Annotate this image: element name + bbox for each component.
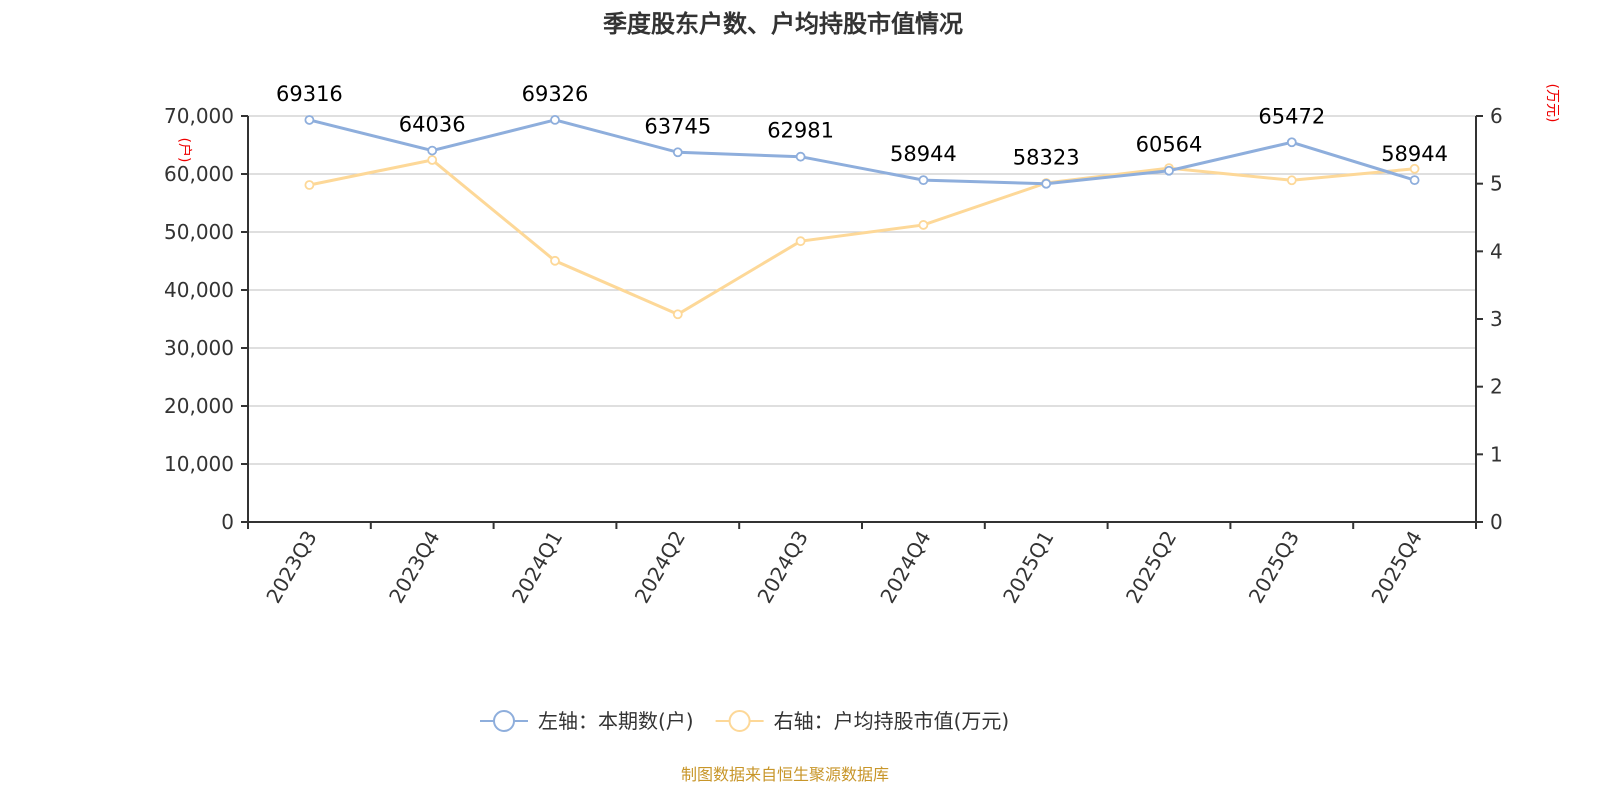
left-tick-label: 30,000 bbox=[164, 336, 234, 360]
data-point bbox=[1041, 178, 1052, 189]
series: 69316 64036 69326 63745 62981 58944 58323 60564… bbox=[276, 82, 1448, 320]
right-tick-label: 6 bbox=[1490, 104, 1503, 128]
legend-item[interactable]: 左轴：本期数(户) bbox=[480, 709, 694, 733]
data-label: 58944 bbox=[1381, 142, 1448, 166]
data-label: 65472 bbox=[1258, 104, 1325, 128]
x-tick-label: 2025Q1 bbox=[998, 527, 1058, 608]
right-tick-label: 1 bbox=[1490, 442, 1503, 466]
data-point bbox=[550, 255, 560, 266]
left-axis-unit: (户) bbox=[176, 138, 193, 163]
data-point bbox=[550, 115, 560, 125]
data-point bbox=[1286, 137, 1297, 148]
data-point bbox=[1286, 175, 1297, 186]
right-tick-label: 0 bbox=[1490, 510, 1503, 534]
right-tick-label: 4 bbox=[1490, 239, 1503, 263]
data-point bbox=[1164, 165, 1174, 176]
left-tick-label: 10,000 bbox=[164, 452, 234, 476]
data-label: 60564 bbox=[1136, 133, 1203, 157]
right-tick-label: 2 bbox=[1490, 375, 1503, 399]
series-line bbox=[309, 118, 1416, 186]
data-label: 69316 bbox=[276, 82, 343, 106]
data-point bbox=[795, 236, 806, 247]
x-tick-label: 2025Q4 bbox=[1366, 527, 1426, 608]
data-point bbox=[304, 115, 315, 125]
data-point bbox=[427, 155, 438, 165]
x-tick-label: 2025Q3 bbox=[1244, 527, 1304, 608]
x-tick-label: 2024Q4 bbox=[875, 527, 935, 608]
right-axis-unit: (万元) bbox=[1544, 84, 1560, 123]
left-tick-label: 50,000 bbox=[164, 220, 234, 244]
data-point bbox=[304, 180, 315, 190]
data-label: 62981 bbox=[767, 119, 834, 143]
right-tick-label: 5 bbox=[1490, 172, 1503, 196]
legend-label: 左轴：本期数(户) bbox=[538, 709, 694, 733]
data-point bbox=[918, 220, 929, 230]
legend-circle-icon bbox=[493, 710, 515, 732]
data-label: 58944 bbox=[890, 142, 957, 166]
x-tick-label: 2024Q1 bbox=[507, 527, 567, 608]
left-tick-label: 70,000 bbox=[164, 104, 234, 128]
data-point bbox=[1409, 163, 1420, 174]
data-point bbox=[795, 151, 806, 162]
x-tick-label: 2024Q3 bbox=[752, 527, 812, 608]
source-note: 制图数据来自恒生聚源数据库 bbox=[681, 765, 889, 784]
data-point bbox=[427, 145, 438, 156]
data-label: 63745 bbox=[644, 114, 711, 138]
series-line bbox=[309, 158, 1415, 316]
data-point bbox=[672, 147, 683, 158]
left-tick-label: 20,000 bbox=[164, 394, 234, 418]
x-tick-label: 2023Q3 bbox=[261, 527, 321, 608]
legend-item[interactable]: 右轴：户均持股市值(万元) bbox=[715, 709, 1010, 733]
chart-title: 季度股东户数、户均持股市值情况 bbox=[603, 10, 963, 38]
left-tick-label: 0 bbox=[221, 510, 234, 534]
data-label: 58323 bbox=[1013, 146, 1080, 170]
left-tick-label: 40,000 bbox=[164, 278, 234, 302]
x-tick-label: 2023Q4 bbox=[384, 527, 444, 608]
legend-label: 右轴：户均持股市值(万元) bbox=[774, 709, 1010, 733]
data-point bbox=[918, 175, 929, 186]
legend: 左轴：本期数(户) 右轴：户均持股市值(万元) bbox=[480, 709, 1009, 733]
data-label: 69326 bbox=[522, 82, 589, 106]
data-point bbox=[1409, 175, 1420, 186]
left-tick-label: 60,000 bbox=[164, 162, 234, 186]
right-tick-label: 3 bbox=[1490, 307, 1503, 331]
data-label: 64036 bbox=[399, 113, 466, 137]
x-tick-label: 2025Q2 bbox=[1121, 527, 1181, 608]
legend-circle-icon bbox=[728, 710, 751, 732]
data-point bbox=[672, 309, 683, 320]
x-tick-label: 2024Q2 bbox=[630, 527, 690, 608]
